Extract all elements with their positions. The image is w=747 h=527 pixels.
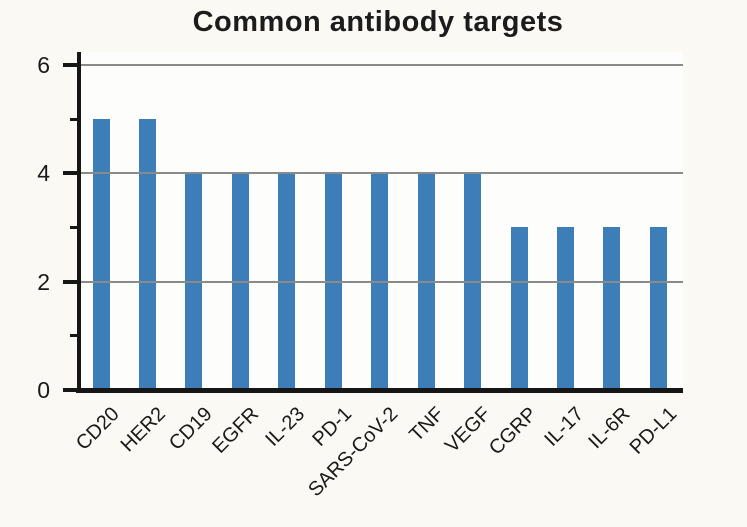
- y-minor-tick-5: [70, 117, 77, 121]
- x-tick-label-EGFR: EGFR: [208, 403, 263, 458]
- gridline-y-4: [81, 172, 683, 175]
- x-tick-label-PD-L1: PD-L1: [625, 403, 681, 459]
- y-axis-line: [77, 52, 81, 393]
- y-major-tick-0: [63, 388, 77, 392]
- bar-CGRP: [510, 227, 528, 390]
- x-tick-label-HER2: HER2: [116, 403, 171, 457]
- y-tick-label-0: 0: [37, 377, 50, 403]
- bar-IL-17: [557, 227, 574, 390]
- y-tick-label-4: 4: [37, 160, 50, 187]
- x-tick-label-CD20: CD20: [71, 403, 124, 455]
- x-tick-label-CD19: CD19: [164, 403, 217, 455]
- x-tick-label-VEGF: VEGF: [441, 403, 496, 458]
- x-tick-label-IL-6R: IL-6R: [584, 403, 635, 454]
- y-major-tick-2: [63, 279, 77, 284]
- y-tick-label-2: 2: [37, 268, 50, 295]
- x-tick-label-IL-17: IL-17: [540, 403, 589, 451]
- y-minor-tick-3: [70, 225, 77, 229]
- bar-CD20: [92, 119, 110, 390]
- x-tick-label-IL-23: IL-23: [261, 403, 310, 451]
- y-tick-label-6: 6: [37, 51, 50, 78]
- y-major-tick-4: [63, 171, 77, 176]
- y-major-tick-6: [63, 62, 77, 67]
- x-tick-label-CGRP: CGRP: [485, 403, 542, 460]
- bar-IL-6R: [603, 227, 621, 390]
- bar-HER2: [138, 119, 156, 390]
- gridline-y-6: [81, 63, 683, 66]
- bar-PD-L1: [649, 227, 667, 390]
- y-minor-tick-1: [70, 334, 77, 338]
- x-axis-line: [76, 388, 683, 393]
- gridline-y-2: [81, 280, 683, 283]
- chart-title: Common antibody targets: [192, 6, 564, 38]
